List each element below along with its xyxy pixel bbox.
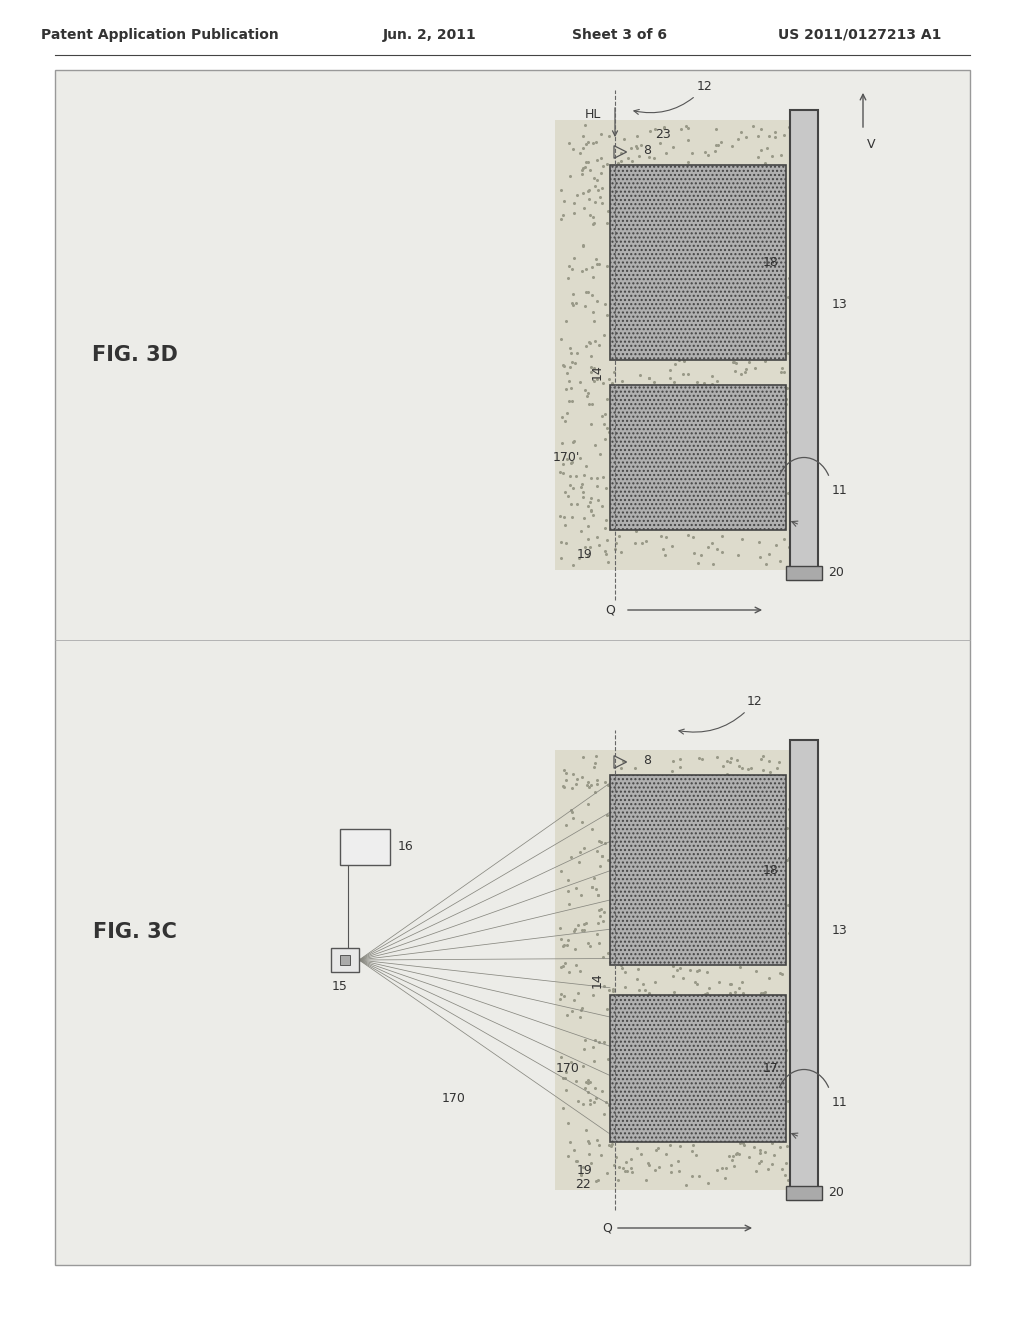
Text: 8: 8	[643, 144, 651, 157]
Text: 15: 15	[332, 979, 348, 993]
Text: Sheet 3 of 6: Sheet 3 of 6	[572, 28, 668, 42]
Bar	[555, 120, 804, 570]
Bar	[55, 70, 970, 1265]
Text: 12: 12	[634, 81, 713, 115]
Bar	[610, 165, 786, 360]
Text: 170: 170	[556, 1063, 580, 1074]
Text: 18: 18	[763, 863, 779, 876]
Text: Q: Q	[602, 1221, 612, 1234]
Text: 13: 13	[833, 298, 848, 312]
Text: 14: 14	[591, 364, 603, 380]
Text: FIG. 3C: FIG. 3C	[93, 923, 177, 942]
Text: FIG. 3D: FIG. 3D	[92, 345, 178, 366]
Text: 16: 16	[398, 841, 414, 854]
Bar	[790, 110, 818, 579]
Text: HL: HL	[585, 108, 601, 121]
Bar	[340, 829, 390, 865]
Text: V: V	[866, 139, 876, 152]
Text: Jun. 2, 2011: Jun. 2, 2011	[383, 28, 477, 42]
Bar	[786, 1185, 822, 1200]
Text: 20: 20	[828, 1187, 844, 1200]
Text: US 2011/0127213 A1: US 2011/0127213 A1	[778, 28, 942, 42]
Text: 22: 22	[575, 1179, 591, 1192]
Bar	[331, 948, 359, 972]
Text: 18: 18	[763, 256, 779, 269]
Bar	[340, 954, 350, 965]
Text: Q: Q	[605, 603, 615, 616]
Text: 14: 14	[591, 972, 603, 987]
Text: 20: 20	[828, 566, 844, 579]
Text: 170: 170	[442, 1093, 466, 1106]
Text: 17: 17	[763, 1063, 779, 1074]
Text: 13: 13	[833, 924, 848, 936]
Text: 12: 12	[679, 696, 763, 734]
Bar	[555, 750, 804, 1191]
Bar	[786, 566, 822, 579]
Text: 19: 19	[578, 549, 593, 561]
Text: Patent Application Publication: Patent Application Publication	[41, 28, 279, 42]
Text: 170': 170'	[553, 451, 580, 465]
Text: 19: 19	[578, 1163, 593, 1176]
Bar	[610, 385, 786, 531]
Text: 23: 23	[655, 128, 671, 141]
Text: 11: 11	[833, 1096, 848, 1109]
Text: 8: 8	[643, 754, 651, 767]
Text: 11: 11	[833, 483, 848, 496]
Bar	[610, 995, 786, 1142]
Bar	[790, 741, 818, 1200]
Bar	[610, 775, 786, 965]
